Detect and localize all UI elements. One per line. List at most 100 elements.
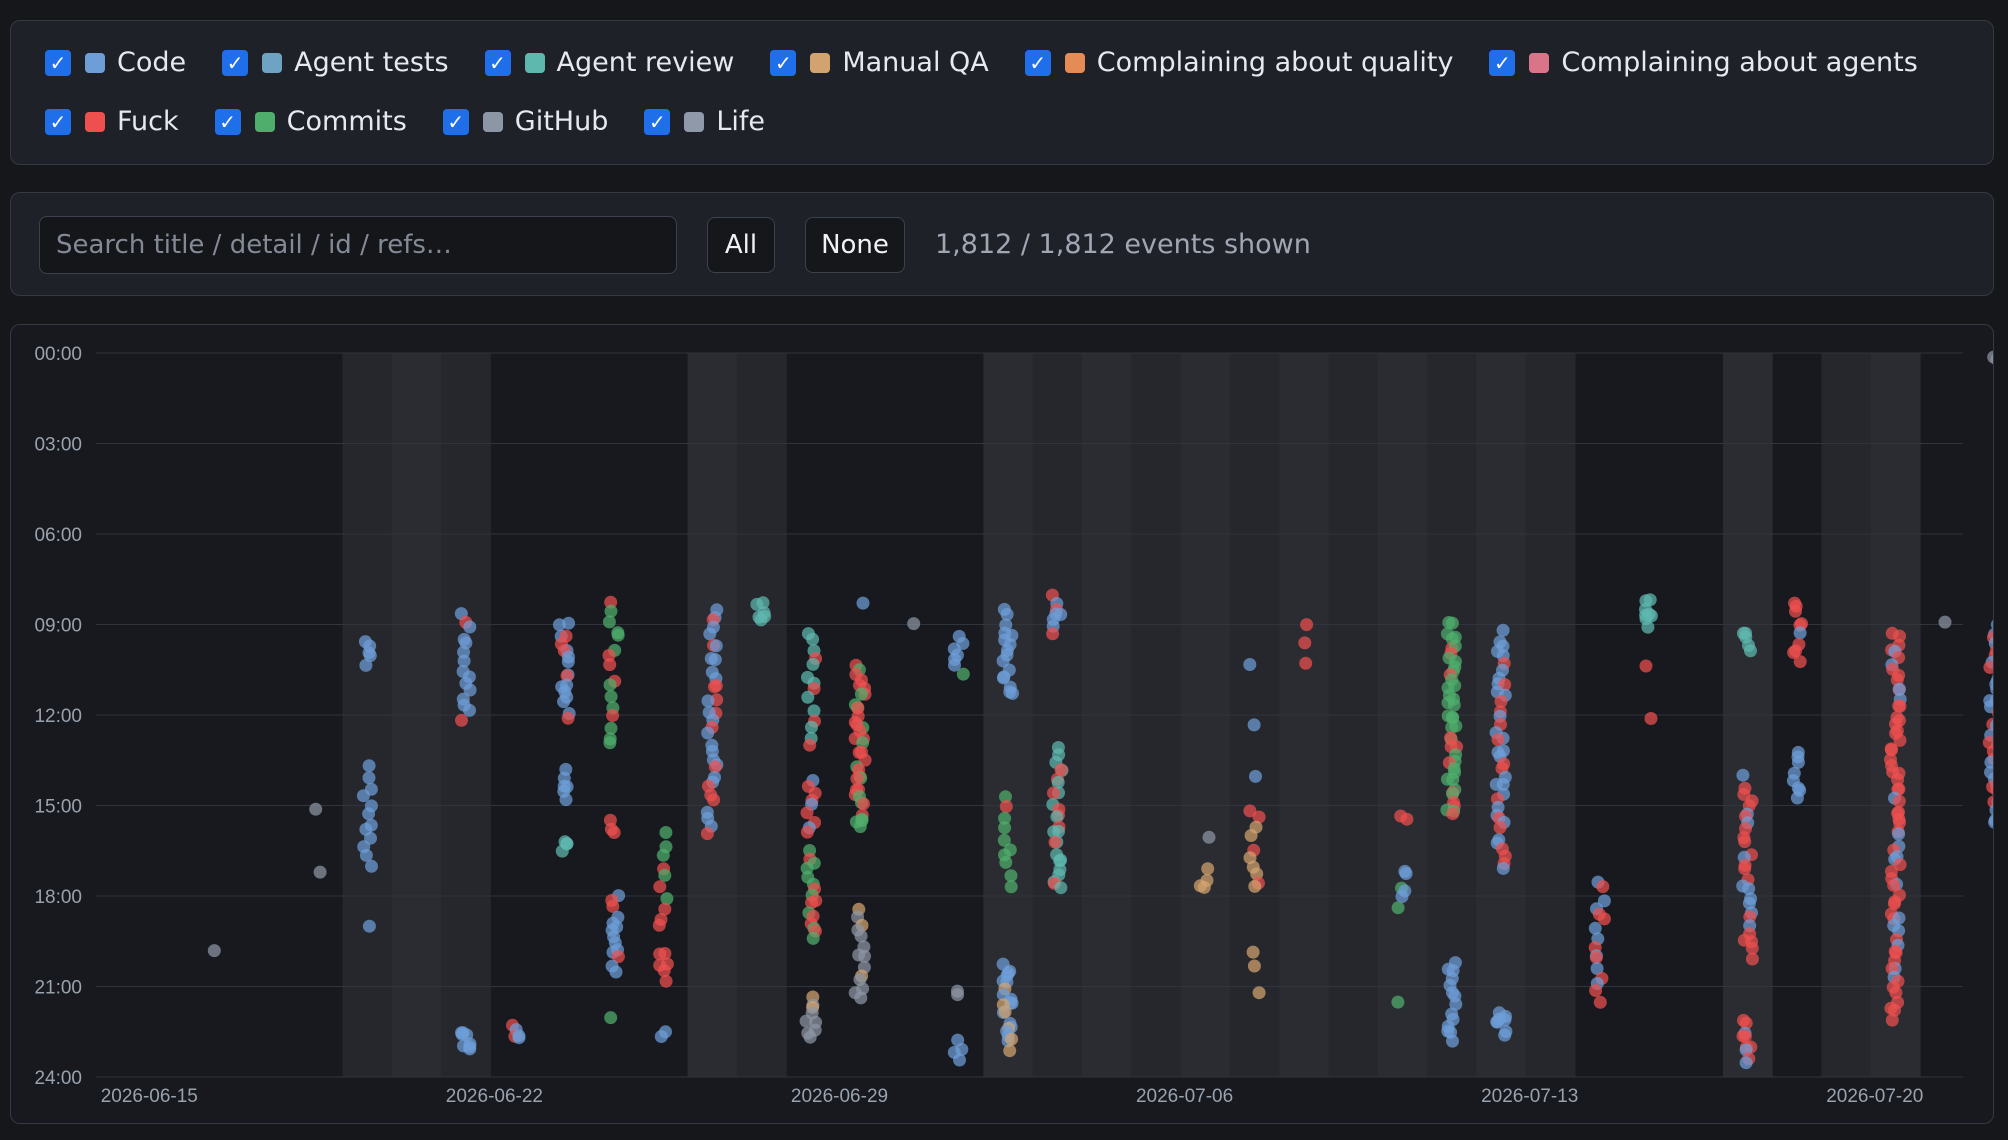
event-point xyxy=(1990,784,1993,796)
checkbox-checked-icon[interactable]: ✓ xyxy=(1024,49,1051,76)
event-point xyxy=(1742,882,1756,896)
filter-complaining-about-agents[interactable]: ✓ Complaining about agents xyxy=(1489,47,1918,78)
event-point xyxy=(1048,835,1062,849)
filter-row: ✓ Fuck ✓ Commits ✓ GitHub ✓ Life xyxy=(45,106,801,137)
filter-label: Life xyxy=(716,106,766,137)
event-point xyxy=(1987,350,1993,364)
event-point xyxy=(654,1030,668,1043)
event-point xyxy=(953,1053,966,1067)
filter-agent-tests[interactable]: ✓ Agent tests xyxy=(222,47,449,78)
event-point xyxy=(1391,995,1405,1009)
event-point xyxy=(207,944,221,958)
event-point xyxy=(362,919,376,933)
color-swatch xyxy=(524,52,545,73)
y-tick-label: 09:00 xyxy=(34,616,82,637)
checkbox-checked-icon[interactable]: ✓ xyxy=(1489,49,1516,76)
filter-row: ✓ Code ✓ Agent tests ✓ Agent review ✓ Ma… xyxy=(45,47,1954,78)
event-point xyxy=(708,653,722,667)
filter-label: Code xyxy=(117,47,187,78)
event-point xyxy=(1892,699,1906,713)
checkbox-checked-icon[interactable]: ✓ xyxy=(45,108,71,135)
event-point xyxy=(1984,700,1993,714)
filter-agent-review[interactable]: ✓ Agent review xyxy=(484,47,734,78)
event-point xyxy=(999,855,1013,869)
color-swatch xyxy=(1064,52,1085,73)
checkbox-checked-icon[interactable]: ✓ xyxy=(770,49,797,76)
event-point xyxy=(1990,619,1993,630)
event-point xyxy=(658,868,672,882)
checkbox-checked-icon[interactable]: ✓ xyxy=(214,108,241,135)
event-point xyxy=(365,859,378,873)
event-point xyxy=(948,658,961,672)
filter-github[interactable]: ✓ GitHub xyxy=(442,106,609,137)
filter-life[interactable]: ✓ Life xyxy=(644,106,765,137)
event-point xyxy=(1892,794,1906,808)
event-point xyxy=(1888,1003,1901,1017)
event-point xyxy=(362,759,376,773)
event-point xyxy=(1490,1015,1504,1029)
checkbox-checked-icon[interactable]: ✓ xyxy=(484,49,511,76)
event-point xyxy=(1639,659,1653,673)
event-point xyxy=(603,736,617,750)
select-none-button[interactable]: None xyxy=(805,217,905,273)
event-point xyxy=(701,726,715,740)
event-point xyxy=(999,800,1013,813)
event-point xyxy=(803,738,817,752)
event-point xyxy=(1793,626,1807,640)
event-point xyxy=(1247,718,1261,732)
checkbox-checked-icon[interactable]: ✓ xyxy=(45,49,71,76)
color-swatch xyxy=(85,111,105,132)
event-point xyxy=(1252,810,1266,824)
event-point xyxy=(854,991,868,1005)
filter-commits[interactable]: ✓ Commits xyxy=(214,106,407,137)
events-shown-count: 1,812 / 1,812 events shown xyxy=(935,229,1311,260)
event-point xyxy=(709,639,723,653)
color-swatch xyxy=(684,111,705,132)
checkbox-checked-icon[interactable]: ✓ xyxy=(222,49,249,76)
event-point xyxy=(1047,786,1060,800)
event-point xyxy=(857,797,870,811)
filter-label: Complaining about agents xyxy=(1561,47,1918,78)
filter-fuck[interactable]: ✓ Fuck xyxy=(45,106,179,137)
event-point xyxy=(1498,1028,1512,1042)
event-point xyxy=(1739,1016,1753,1030)
search-input[interactable] xyxy=(39,216,677,274)
event-point xyxy=(603,658,617,672)
event-point xyxy=(606,709,620,722)
event-point xyxy=(1793,655,1807,669)
event-point xyxy=(1739,1056,1753,1070)
event-point xyxy=(1448,630,1462,644)
timeline-chart-panel: 00:00 03:00 06:00 09:00 12:00 15:00 18:00 21:00… xyxy=(10,324,1994,1124)
select-all-button[interactable]: All xyxy=(707,217,775,273)
y-tick-label: 15:00 xyxy=(34,797,82,818)
checkbox-checked-icon[interactable]: ✓ xyxy=(644,108,671,135)
event-point xyxy=(1589,951,1603,965)
event-point xyxy=(1046,627,1060,641)
filter-label: Fuck xyxy=(117,106,179,137)
filter-complaining-about-quality[interactable]: ✓ Complaining about quality xyxy=(1024,47,1453,78)
event-point xyxy=(604,604,618,618)
event-point xyxy=(660,892,674,906)
filter-label: GitHub xyxy=(514,106,609,137)
filter-code[interactable]: ✓ Code xyxy=(45,47,186,78)
event-point xyxy=(854,929,868,943)
event-point xyxy=(1588,921,1602,935)
event-point xyxy=(603,678,617,692)
event-point xyxy=(1496,623,1510,637)
color-swatch xyxy=(254,111,275,132)
category-filter-panel: ✓ Code ✓ Agent tests ✓ Agent review ✓ Ma… xyxy=(10,20,1994,165)
filter-manual-qa[interactable]: ✓ Manual QA xyxy=(770,47,989,78)
event-point xyxy=(708,760,722,774)
event-point xyxy=(1888,944,1902,958)
x-tick-label: 2026-07-06 xyxy=(1136,1086,1233,1107)
event-point xyxy=(996,654,1010,668)
event-point xyxy=(809,894,823,908)
event-point xyxy=(1252,986,1266,1000)
checkbox-checked-icon[interactable]: ✓ xyxy=(442,108,469,135)
timeline-scatter-chart[interactable]: 00:00 03:00 06:00 09:00 12:00 15:00 18:00 21:00… xyxy=(11,325,1993,1123)
event-point xyxy=(653,947,667,961)
event-point xyxy=(701,694,715,708)
x-tick-label: 2026-06-29 xyxy=(791,1086,888,1107)
event-point xyxy=(997,670,1011,684)
x-tick-label: 2026-07-20 xyxy=(1826,1086,1923,1107)
